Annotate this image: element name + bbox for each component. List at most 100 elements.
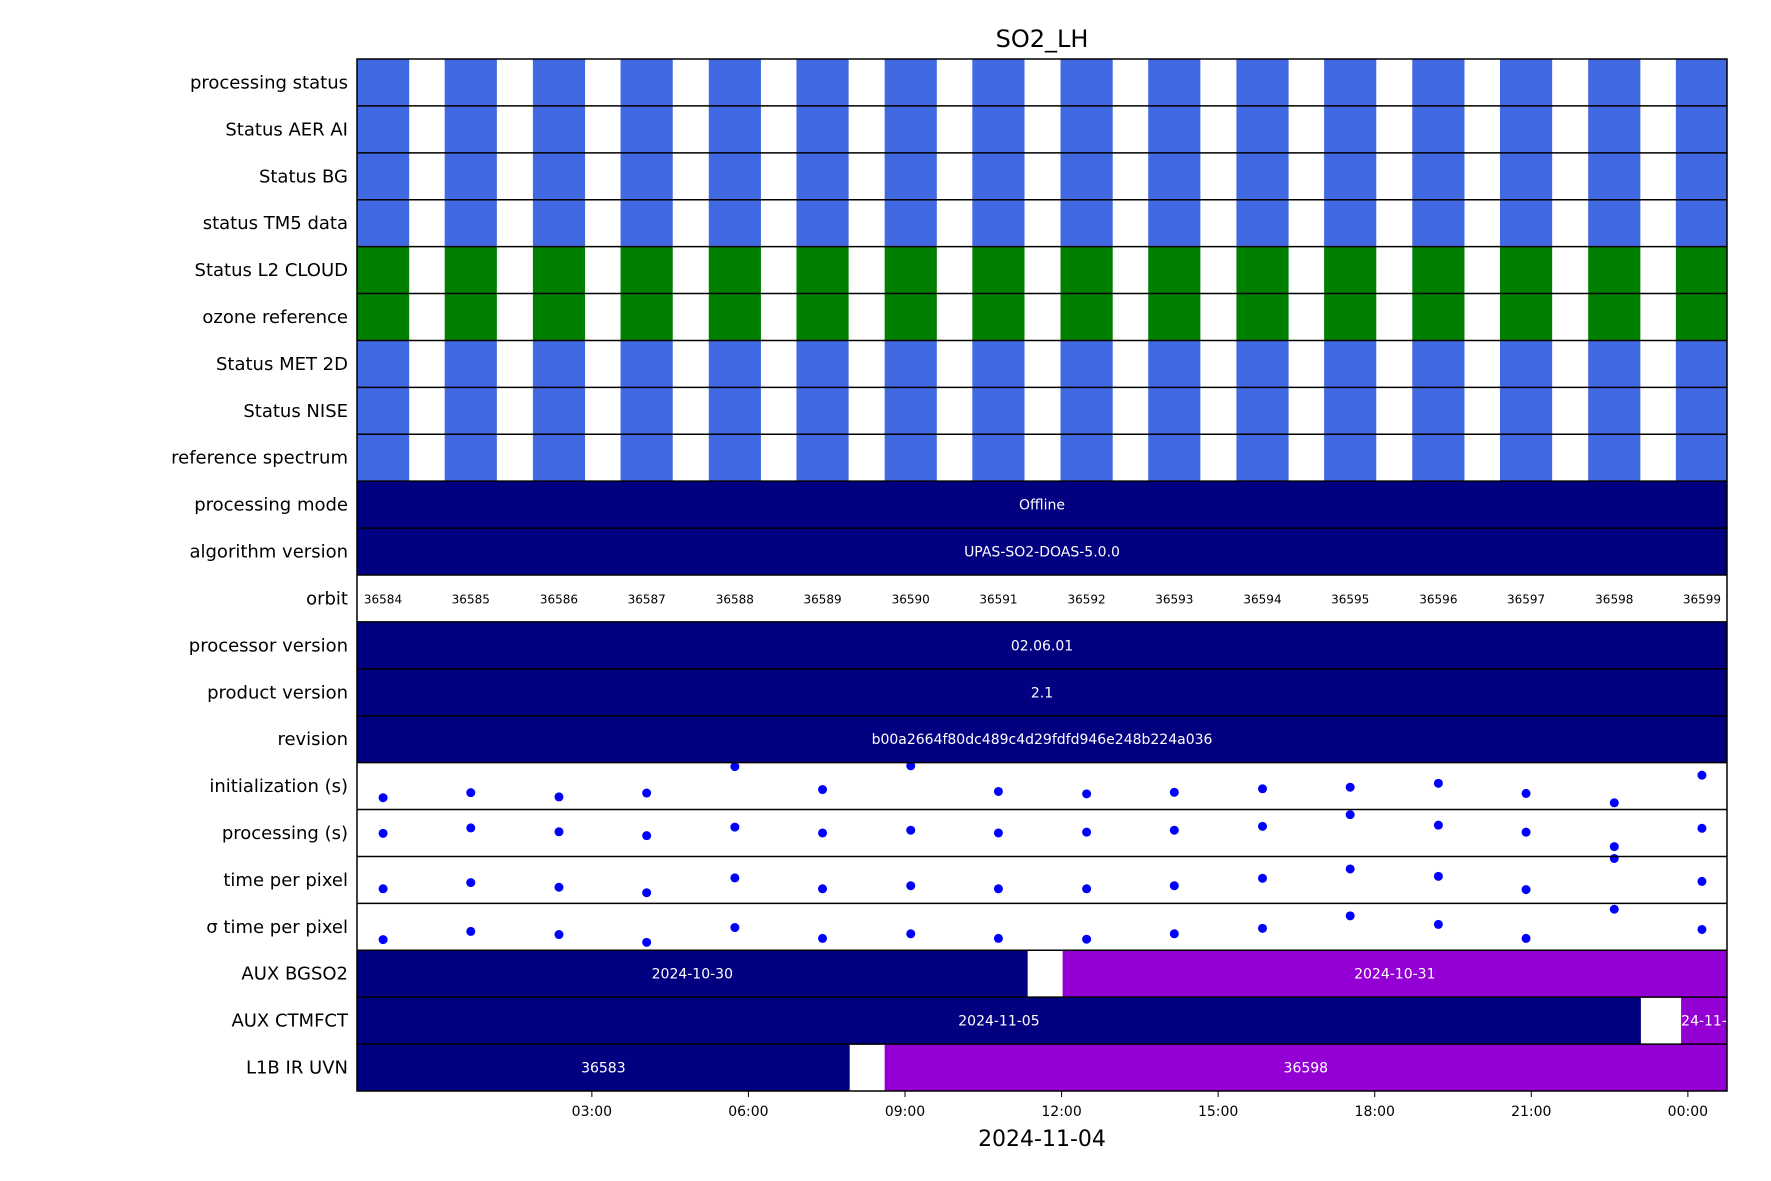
x-tick-label: 09:00 [885,1104,925,1120]
data-point [1345,864,1355,874]
status-bar [532,59,586,106]
status-bar [1588,152,1641,200]
data-point [1609,798,1619,808]
data-point [1609,904,1619,914]
row-label: algorithm version [189,542,348,563]
status-bar [884,293,937,341]
status-bar [1060,199,1113,247]
status-bar [1060,293,1113,341]
status-bar [1236,152,1289,200]
status-bar [620,434,673,482]
status-bar [357,152,410,200]
data-point [1521,788,1531,798]
data-point [1345,810,1355,820]
status-bar [444,246,497,294]
data-point [818,785,828,795]
status-bar [1324,293,1377,341]
status-bar [1499,246,1553,294]
status-bar [1412,246,1465,294]
status-bar [796,246,849,294]
data-point [818,884,828,894]
status-bar [444,434,497,482]
data-point [1433,820,1443,830]
row-label: L1B IR UVN [246,1058,348,1079]
data-point [906,929,916,939]
row-label: Status NISE [243,401,348,422]
status-bar [708,434,761,482]
value-bar [357,528,1727,575]
row-label: Status BG [259,166,348,187]
data-point [1258,873,1268,883]
status-bar [532,105,586,153]
value-bar [357,668,1727,716]
data-point [642,937,652,947]
status-bar [620,152,673,200]
x-tick-label: 06:00 [728,1104,768,1120]
segment-label: 2024-10-30 [652,967,733,983]
status-bar [1412,199,1465,247]
status-bar [708,59,761,106]
status-bar [620,105,673,153]
status-bar [1324,246,1377,294]
status-bar [1148,387,1201,435]
data-point [1169,881,1179,891]
status-bar [1324,152,1377,200]
data-point [1082,884,1092,894]
status-bar [1236,59,1289,106]
status-bar [708,152,761,200]
status-bar [1588,105,1641,153]
status-bar [1148,434,1201,482]
status-bar [1148,246,1201,294]
status-bar [444,387,497,435]
status-bar [532,340,586,388]
status-bar [708,199,761,247]
status-bar [708,340,761,388]
status-bar [444,105,497,153]
status-bar [1148,293,1201,341]
status-bar [972,293,1025,341]
status-bar [972,340,1025,388]
status-bar [1675,293,1727,341]
status-bar [532,152,586,200]
status-bar [357,59,410,106]
segment-bar [1681,997,1727,1045]
orbit-label: 36598 [1595,592,1633,606]
x-tick-label: 21:00 [1511,1104,1551,1120]
status-bar [972,152,1025,200]
orbit-label: 36596 [1419,592,1457,606]
data-point [554,882,564,892]
row-label: time per pixel [223,870,348,891]
row-label: orbit [306,588,348,609]
status-bar [1675,152,1727,200]
status-bar [884,246,937,294]
segment-bar [1062,950,1727,998]
status-bar [1588,199,1641,247]
data-point [642,788,652,798]
data-point [993,933,1003,943]
status-bar [1060,434,1113,482]
status-bar [1148,199,1201,247]
data-point [1697,876,1707,886]
status-bar [444,152,497,200]
orbit-label: 36585 [452,592,490,606]
status-bar [1499,199,1553,247]
status-bar [1412,293,1465,341]
status-bar [1060,105,1113,153]
status-bar [1236,293,1289,341]
orbit-label: 36586 [540,592,578,606]
status-bar [357,246,410,294]
row-label: reference spectrum [171,448,348,469]
status-bar [1060,59,1113,106]
row-label: status TM5 data [203,213,348,234]
status-bar [357,340,410,388]
status-bar [1324,59,1377,106]
row-label: σ time per pixel [206,917,348,938]
status-bar [1675,246,1727,294]
value-bar [357,621,1727,669]
data-point [1521,827,1531,837]
data-point [730,822,740,832]
segment-label: 2024-11-05 [958,1014,1039,1030]
segment-label: 2024-11-06 [1663,1014,1744,1030]
data-point [1433,871,1443,881]
status-bar [1236,199,1289,247]
